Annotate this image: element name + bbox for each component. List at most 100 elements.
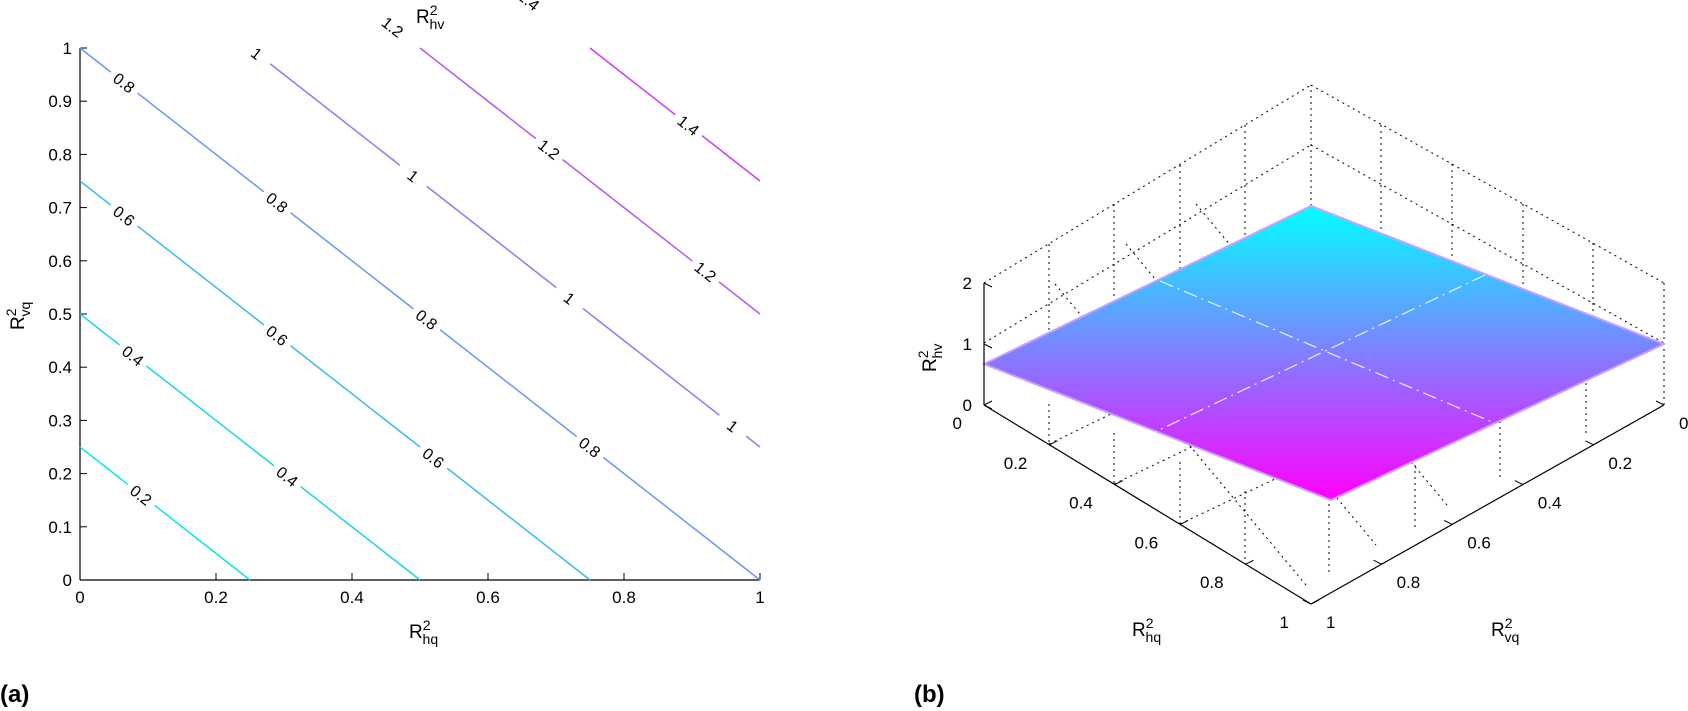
surface-ticks: 0 0.2 0.4 0.6 0.8 1 0 0.2 0.4 0.6 0.8 1 0 1 2 (953, 274, 1688, 632)
contour-label-bg (393, 157, 433, 195)
surface-z-axis-label: R2hv (915, 344, 945, 372)
contour-label-bg (509, 0, 549, 19)
contour-title: R2 hv (416, 2, 444, 32)
panel-label-b: (b) (914, 681, 945, 708)
surface-z-tick-label: 0 (963, 396, 972, 415)
surface-x-tick-mark (1310, 599, 1320, 605)
surface-x-tick-mark (1245, 559, 1254, 565)
contour-label-bg (104, 64, 144, 101)
contour-label-bg (529, 130, 569, 168)
contour-label: 1.4 (509, 0, 549, 19)
contour-label: 0.4 (113, 337, 153, 374)
contour-label: 1.4 (669, 106, 709, 144)
contour-label-bg (550, 279, 590, 317)
surface-z-tick-mark (983, 282, 993, 288)
surface-y-tick-mark (1655, 400, 1665, 406)
surface-x-axis-label: R2 hq (1132, 615, 1161, 645)
surface-y-tick-mark (1585, 440, 1594, 446)
surface-z-tick-mark (983, 343, 993, 349)
y-tick-label: 0.1 (48, 518, 72, 537)
surface-grid-line (1154, 274, 1486, 433)
contour-label: 0.4 (267, 457, 307, 495)
surface-y-tick-label: 0.8 (1397, 573, 1421, 592)
contour-label: 0.8 (570, 428, 610, 466)
surface-y-tick-mark (1443, 519, 1453, 525)
grid-line (983, 144, 1312, 344)
surface-x-tick-mark (1049, 440, 1058, 446)
y-tick-label: 1 (63, 39, 72, 58)
surface-plot: 0 0.2 0.4 0.6 0.8 1 0 0.2 0.4 0.6 0.8 1 0 1 2 R2hv R2 h… (915, 84, 1688, 645)
contour-label-bg (237, 34, 277, 72)
y-tick-label: 0.5 (48, 305, 72, 324)
surface-y-tick-label: 0.6 (1467, 533, 1491, 552)
contour-axes: 0 0.2 0.4 0.6 0.8 1 0 0.1 0.2 0.3 0.4 0.5 0.6 0.7 0.8 0… (48, 39, 764, 607)
contour-label: 0.2 (121, 476, 161, 514)
contour-plot: 0 0.2 0.4 0.6 0.8 100.10.20.30.40.50.60.70.80… (3, 0, 765, 647)
surface-y-tick-mark (1302, 599, 1312, 605)
x-tick-label: 0.8 (612, 588, 636, 607)
contour-label-bg (121, 476, 161, 514)
contour-label: 1.2 (373, 8, 413, 46)
contour-label-bg (257, 183, 297, 221)
contour-label: 0.6 (257, 316, 297, 354)
y-tick-label: 0.8 (48, 145, 72, 164)
contour-label: 1.2 (686, 253, 726, 290)
surface-z-tick-label: 1 (963, 335, 972, 354)
y-tick-label: 0.2 (48, 465, 72, 484)
x-tick-label: 0.4 (340, 588, 364, 607)
y-tick-label: 0.4 (48, 358, 72, 377)
surface-x-tick-label: 0.2 (1004, 454, 1028, 473)
x-axis-line (983, 404, 1312, 605)
contour-y-axis-label: R2vq (3, 302, 33, 330)
contour-label-bg (686, 253, 726, 290)
contour-line (79, 180, 591, 581)
contour-label-bg (570, 428, 610, 466)
contour-label: 1 (550, 279, 590, 317)
surface-z-tick-label: 2 (963, 274, 972, 293)
x-tick-label: 1 (755, 588, 764, 607)
contour-label-bg (267, 457, 307, 495)
y-tick-label: 0 (63, 571, 72, 590)
contour-label: 0.6 (104, 197, 144, 234)
contour-label-bg (713, 407, 753, 445)
y-tick-label: 0.3 (48, 411, 72, 430)
surface-x-tick-label: 0.4 (1069, 494, 1093, 513)
surface-x-tick-label: 1 (1280, 613, 1289, 632)
contour-label-bg (373, 8, 413, 46)
surface-x-tick-mark (1179, 519, 1189, 525)
surface-z-tick-mark (983, 404, 993, 410)
surface-y-tick-label: 0 (1679, 414, 1688, 433)
contour-label: 0.8 (104, 64, 144, 101)
surface-y-tick-label: 0.2 (1608, 454, 1632, 473)
surface-x-tick-label: 0.6 (1135, 533, 1159, 552)
contour-label: 1 (393, 157, 433, 195)
contour-label: 1 (713, 407, 753, 445)
surface-y-axis-label: R2 vq (1491, 615, 1519, 645)
surface-x-tick-mark (983, 400, 993, 406)
surface-grid-line (1159, 280, 1493, 423)
surface-y-tick-mark (1373, 559, 1382, 565)
panel-label-a: (a) (0, 681, 29, 708)
contour-label: 0.6 (414, 439, 454, 476)
contour-label-bg (669, 106, 709, 144)
contour-line (589, 47, 761, 182)
grid-line (1310, 144, 1665, 344)
surface-y-tick-label: 1 (1326, 613, 1335, 632)
contour-labels: 0.2 0.4 0.4 0.6 0.6 0.6 0.8 0.8 0.8 0.8 1 1 1 1 1.2 1.2… (104, 0, 753, 514)
y-tick-label: 0.6 (48, 252, 72, 271)
box-top-edge (1310, 84, 1665, 284)
contour-x-axis-label: R2 hq (409, 617, 438, 647)
contour-label: 1.2 (529, 130, 569, 168)
contour-line (249, 47, 761, 448)
contour-label: 0.8 (407, 300, 447, 338)
x-tick-label: 0 (75, 588, 84, 607)
x-tick-label: 0.2 (204, 588, 228, 607)
contour-label: 0.8 (257, 183, 297, 221)
surface-y-tick-mark (1514, 480, 1524, 486)
contour-label-bg (113, 337, 153, 374)
contour-label: 1 (237, 34, 277, 72)
contour-label-bg (414, 439, 454, 476)
surface-x-tick-mark (1114, 480, 1124, 486)
box-top-edge (983, 84, 1312, 284)
